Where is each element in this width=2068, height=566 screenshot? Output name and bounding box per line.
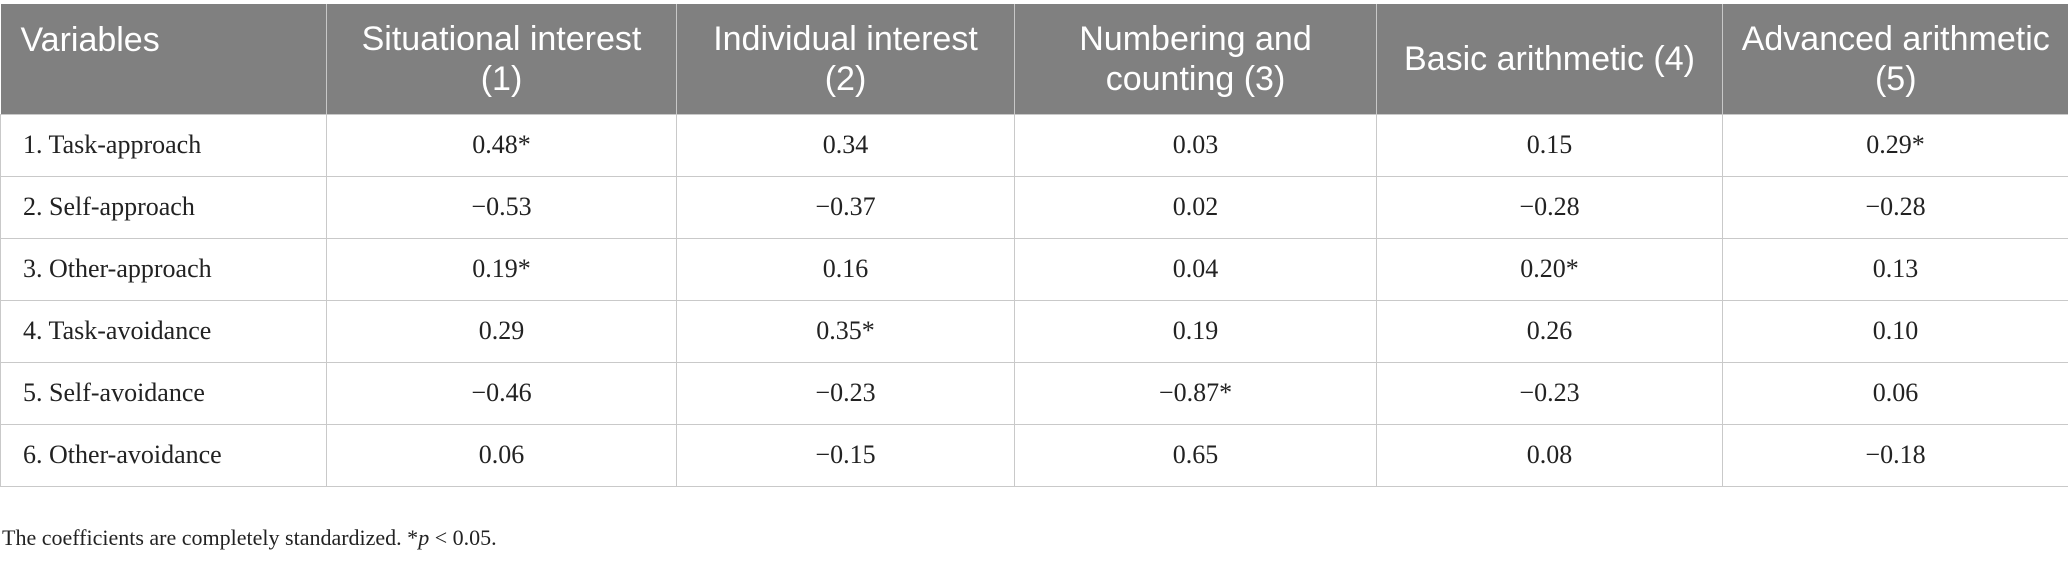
footnote-text: The coefficients are completely standard…: [2, 525, 419, 550]
table-cell: 0.48*: [326, 113, 677, 177]
table-cell: −0.37: [676, 175, 1015, 239]
table-cell: 0.20*: [1376, 237, 1723, 301]
table-cell: 0.10: [1722, 299, 2068, 363]
table-cell: −0.18: [1722, 423, 2068, 487]
table-cell: 0.29: [326, 299, 677, 363]
table-cell: −0.23: [1376, 361, 1723, 425]
table-cell: −0.28: [1376, 175, 1723, 239]
table-footnote: The coefficients are completely standard…: [2, 525, 497, 551]
row-label: 5. Self-avoidance: [0, 361, 327, 425]
table-body: 1. Task-approach 0.48* 0.34 0.03 0.15 0.…: [0, 113, 2068, 487]
header-basic-arithmetic: Basic arithmetic (4): [1376, 4, 1723, 114]
table-cell: 0.29*: [1722, 113, 2068, 177]
table-cell: 0.34: [676, 113, 1015, 177]
row-label: 4. Task-avoidance: [0, 299, 327, 363]
table-cell: 0.35*: [676, 299, 1015, 363]
results-table: Variables Situational interest (1) Indiv…: [0, 4, 2068, 487]
table-cell: 0.19: [1014, 299, 1377, 363]
table-row: 5. Self-avoidance −0.46 −0.23 −0.87* −0.…: [0, 361, 2068, 425]
header-situational-interest: Situational interest (1): [326, 4, 677, 114]
table-cell: 0.08: [1376, 423, 1723, 487]
row-label: 2. Self-approach: [0, 175, 327, 239]
footnote-threshold: < 0.05.: [429, 525, 497, 550]
table-cell: −0.87*: [1014, 361, 1377, 425]
footnote-p-symbol: p: [418, 525, 430, 550]
table-cell: 0.15: [1376, 113, 1723, 177]
header-advanced-arithmetic: Advanced arithmetic (5): [1722, 4, 2068, 114]
table-row: 6. Other-avoidance 0.06 −0.15 0.65 0.08 …: [0, 423, 2068, 487]
row-label: 3. Other-approach: [0, 237, 327, 301]
table-cell: 0.19*: [326, 237, 677, 301]
table-header: Variables Situational interest (1) Indiv…: [0, 4, 2068, 114]
row-label: 1. Task-approach: [0, 113, 327, 177]
table-row: 4. Task-avoidance 0.29 0.35* 0.19 0.26 0…: [0, 299, 2068, 363]
table-row: 3. Other-approach 0.19* 0.16 0.04 0.20* …: [0, 237, 2068, 301]
table-cell: 0.65: [1014, 423, 1377, 487]
table-row: 2. Self-approach −0.53 −0.37 0.02 −0.28 …: [0, 175, 2068, 239]
row-label: 6. Other-avoidance: [0, 423, 327, 487]
table-cell: −0.46: [326, 361, 677, 425]
table-cell: 0.13: [1722, 237, 2068, 301]
table-cell: 0.04: [1014, 237, 1377, 301]
header-individual-interest: Individual interest (2): [676, 4, 1015, 114]
table-cell: 0.06: [326, 423, 677, 487]
table-cell: 0.03: [1014, 113, 1377, 177]
table-cell: −0.23: [676, 361, 1015, 425]
header-row: Variables Situational interest (1) Indiv…: [0, 4, 2068, 114]
header-numbering-counting: Numbering and counting (3): [1014, 4, 1377, 114]
table-cell: −0.28: [1722, 175, 2068, 239]
table-cell: 0.02: [1014, 175, 1377, 239]
header-variables: Variables: [0, 4, 327, 114]
table-cell: 0.26: [1376, 299, 1723, 363]
table-cell: 0.16: [676, 237, 1015, 301]
table-cell: −0.15: [676, 423, 1015, 487]
table-cell: 0.06: [1722, 361, 2068, 425]
table-row: 1. Task-approach 0.48* 0.34 0.03 0.15 0.…: [0, 113, 2068, 177]
table-cell: −0.53: [326, 175, 677, 239]
